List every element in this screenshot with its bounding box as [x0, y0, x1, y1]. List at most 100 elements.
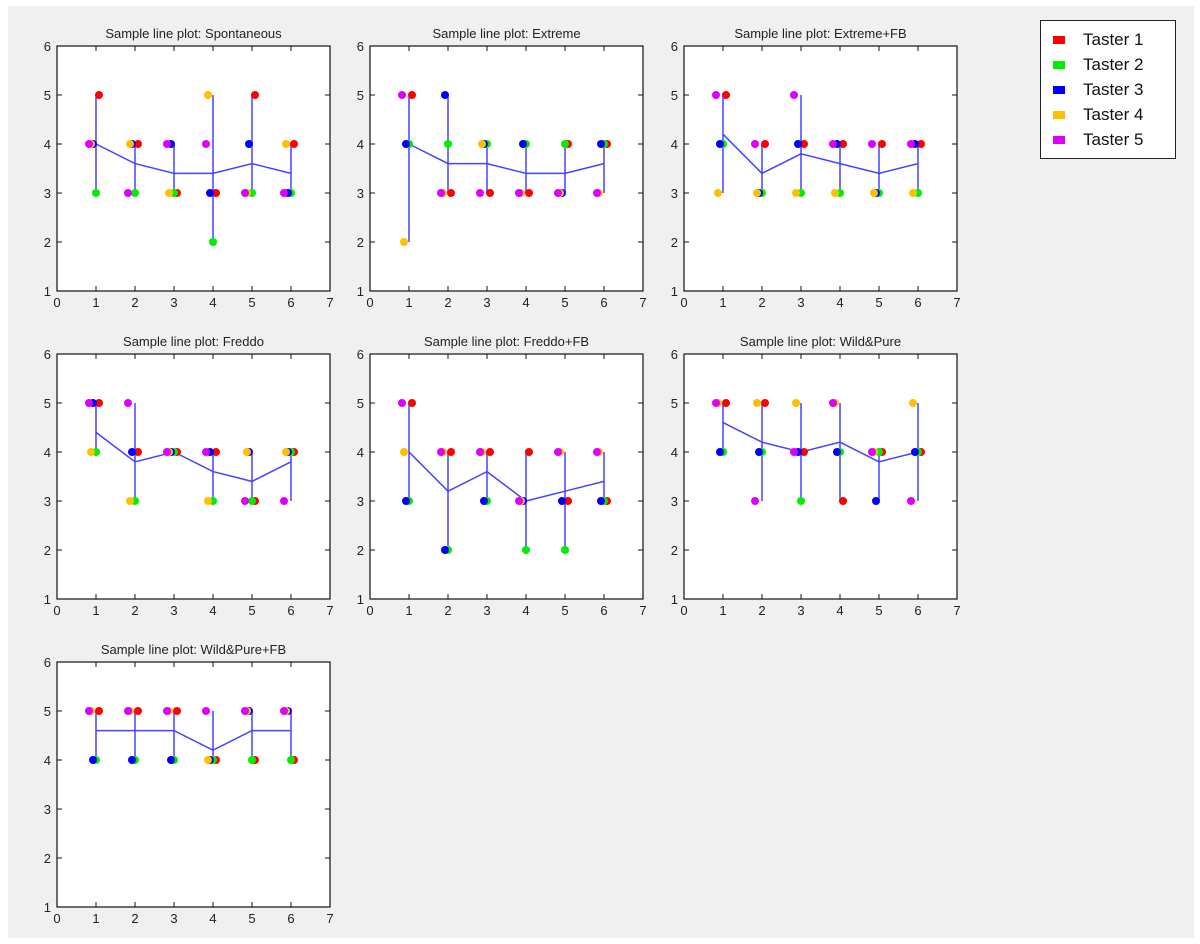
x-tick-label: 7 — [326, 603, 333, 618]
y-tick-label: 1 — [671, 592, 678, 607]
legend-item: Taster 3 — [1053, 77, 1165, 102]
data-point-taster-1 — [408, 399, 416, 407]
data-point-taster-5 — [868, 448, 876, 456]
mean-line — [95, 431, 292, 483]
data-point-taster-5 — [163, 140, 171, 148]
y-tick-label: 5 — [44, 88, 51, 103]
y-tick-label: 3 — [357, 186, 364, 201]
data-point-taster-4 — [714, 189, 722, 197]
y-tick-label: 4 — [44, 137, 51, 152]
x-tick-label: 1 — [92, 295, 99, 310]
legend-item: Taster 4 — [1053, 102, 1165, 127]
legend-item: Taster 2 — [1053, 52, 1165, 77]
data-point-taster-5 — [593, 189, 601, 197]
x-tick-label: 6 — [287, 603, 294, 618]
data-point-taster-5 — [280, 497, 288, 505]
y-tick-label: 2 — [44, 851, 51, 866]
y-tick-label: 4 — [357, 137, 364, 152]
x-tick-label: 3 — [170, 295, 177, 310]
y-tick-label: 4 — [44, 753, 51, 768]
x-tick-label: 3 — [170, 603, 177, 618]
x-tick-label: 7 — [953, 295, 960, 310]
y-tick-label: 6 — [44, 347, 51, 362]
legend-label: Taster 5 — [1083, 129, 1144, 149]
subplot: Sample line plot: Wild&Pure+FB0 1 2 3 4 5 6 712… — [44, 642, 334, 926]
data-point-taster-3 — [755, 448, 763, 456]
data-point-taster-2 — [248, 756, 256, 764]
plot-area — [369, 353, 644, 600]
mean-line — [95, 143, 292, 175]
data-point-taster-5 — [202, 448, 210, 456]
x-tick-label: 1 — [405, 295, 412, 310]
data-point-taster-1 — [839, 497, 847, 505]
data-point-taster-3 — [716, 448, 724, 456]
x-tick-label: 2 — [758, 603, 765, 618]
data-point-taster-1 — [95, 91, 103, 99]
x-tick-label: 4 — [209, 295, 216, 310]
data-point-taster-3 — [128, 756, 136, 764]
y-tick-label: 4 — [357, 445, 364, 460]
data-point-taster-3 — [597, 497, 605, 505]
x-tick-label: 7 — [953, 603, 960, 618]
y-tick-label: 6 — [357, 39, 364, 54]
x-tick-label: 6 — [914, 603, 921, 618]
data-point-taster-5 — [437, 448, 445, 456]
x-tick-label: 0 — [366, 603, 373, 618]
x-tick-label: 0 — [53, 911, 60, 926]
y-tick-label: 5 — [671, 88, 678, 103]
x-tick-label: 5 — [561, 603, 568, 618]
data-point-taster-5 — [593, 448, 601, 456]
y-tick-label: 6 — [671, 347, 678, 362]
y-tick-label: 3 — [357, 494, 364, 509]
y-tick-label: 5 — [357, 88, 364, 103]
x-tick-label: 0 — [366, 295, 373, 310]
mean-line — [408, 451, 605, 502]
data-point-taster-3 — [716, 140, 724, 148]
legend-item: Taster 1 — [1053, 27, 1165, 52]
x-tick-label: 0 — [53, 603, 60, 618]
x-tick-label: 1 — [405, 603, 412, 618]
data-point-taster-3 — [833, 448, 841, 456]
x-tick-label: 4 — [209, 911, 216, 926]
x-tick-label: 3 — [170, 911, 177, 926]
y-tick-label: 4 — [671, 445, 678, 460]
y-tick-label: 2 — [357, 235, 364, 250]
x-tick-label: 2 — [444, 603, 451, 618]
x-tick-label: 0 — [680, 295, 687, 310]
data-point-taster-3 — [167, 756, 175, 764]
data-point-taster-5 — [868, 140, 876, 148]
data-point-taster-5 — [85, 707, 93, 715]
data-point-taster-3 — [794, 140, 802, 148]
data-point-taster-1 — [917, 140, 925, 148]
x-tick-label: 2 — [131, 911, 138, 926]
y-tick-label: 6 — [44, 655, 51, 670]
y-tick-label: 1 — [44, 900, 51, 915]
x-tick-label: 3 — [797, 603, 804, 618]
data-point-taster-5 — [554, 448, 562, 456]
data-point-taster-2 — [287, 756, 295, 764]
data-point-taster-5 — [907, 140, 915, 148]
data-point-taster-5 — [554, 189, 562, 197]
data-point-taster-4 — [909, 399, 917, 407]
data-point-taster-2 — [522, 546, 530, 554]
x-tick-label: 7 — [639, 295, 646, 310]
y-tick-label: 5 — [44, 396, 51, 411]
data-point-taster-4 — [165, 189, 173, 197]
data-point-taster-4 — [400, 238, 408, 246]
data-point-taster-5 — [712, 91, 720, 99]
subplot-title: Sample line plot: Extreme — [432, 26, 580, 41]
x-tick-label: 5 — [248, 295, 255, 310]
x-tick-label: 1 — [92, 911, 99, 926]
data-point-taster-4 — [909, 189, 917, 197]
data-point-taster-1 — [800, 448, 808, 456]
legend-swatch-taster-2 — [1053, 60, 1065, 69]
data-point-taster-2 — [561, 140, 569, 148]
legend-item: Taster 5 — [1053, 127, 1165, 152]
data-point-taster-3 — [245, 140, 253, 148]
data-point-taster-1 — [408, 91, 416, 99]
data-point-taster-3 — [402, 497, 410, 505]
data-point-taster-4 — [243, 448, 251, 456]
subplot-title: Sample line plot: Extreme+FB — [734, 26, 906, 41]
data-point-taster-3 — [480, 497, 488, 505]
